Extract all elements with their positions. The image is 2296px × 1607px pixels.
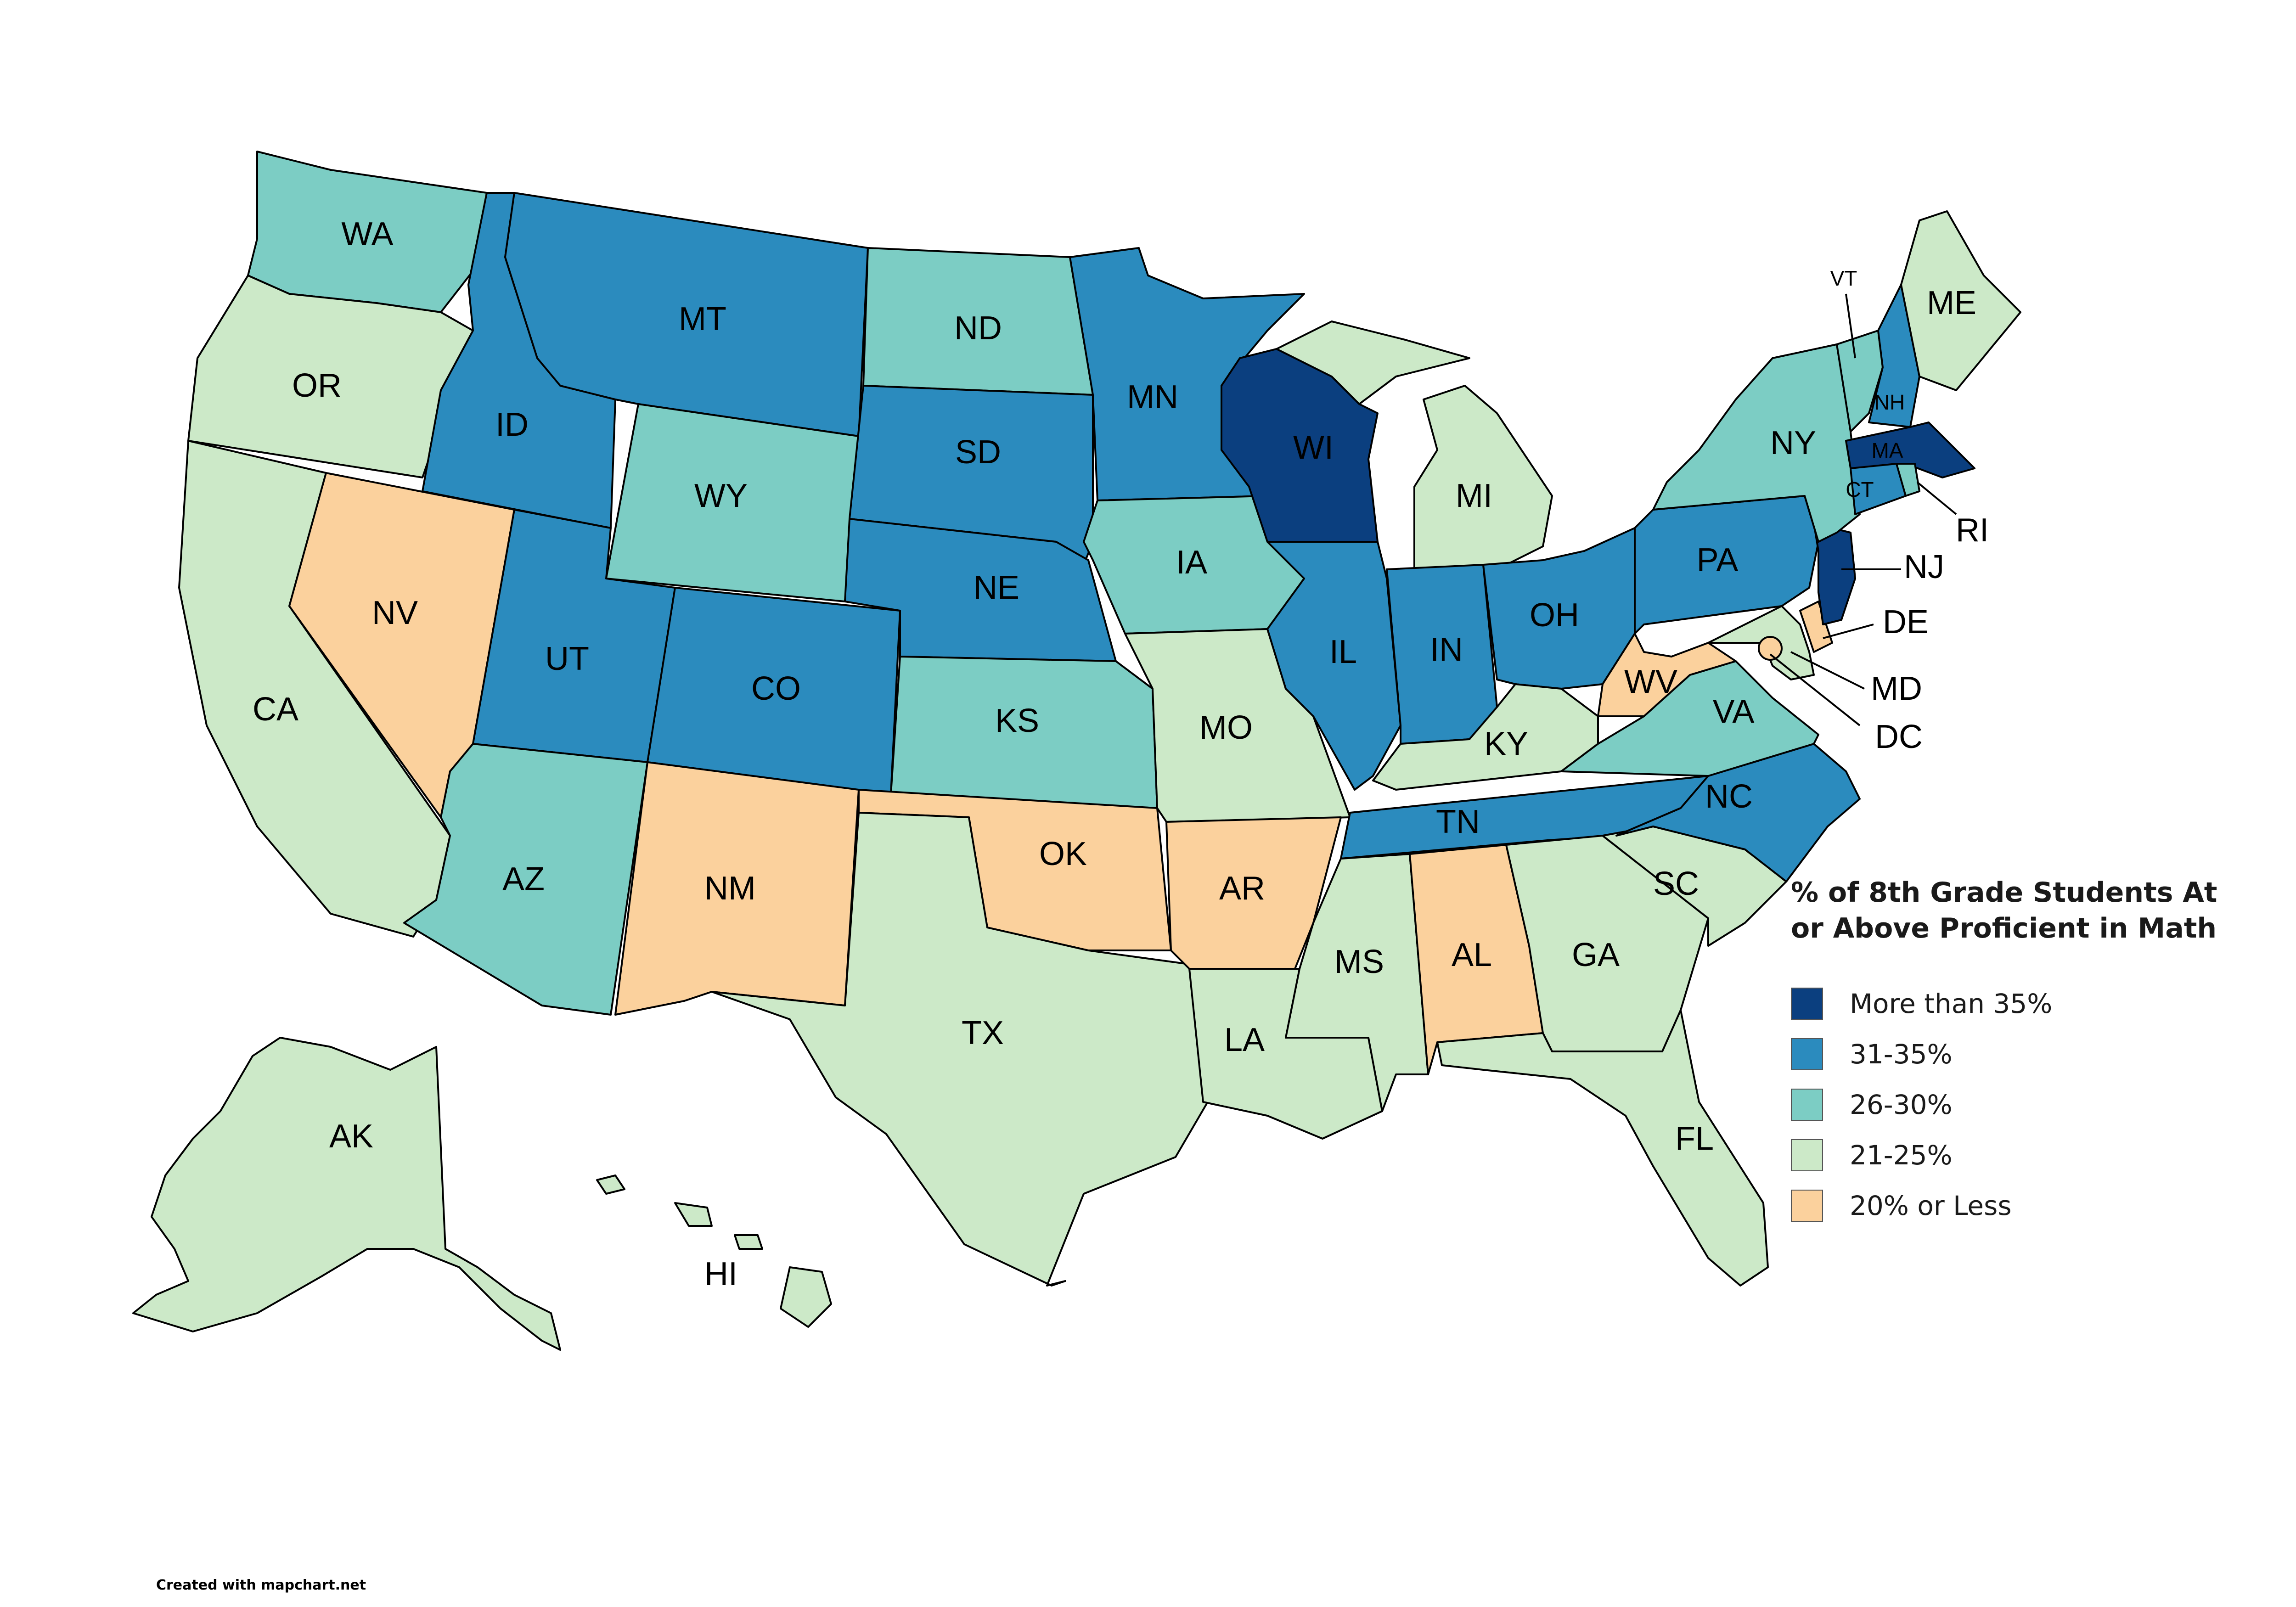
state-label-pa: PA	[1697, 542, 1739, 579]
state-label-wi: WI	[1293, 429, 1334, 466]
state-label-sd: SD	[955, 434, 1001, 471]
state-label-sc: SC	[1653, 865, 1699, 902]
state-label-ar: AR	[1219, 870, 1265, 907]
state-label-wa: WA	[341, 216, 393, 253]
state-il[interactable]	[1266, 541, 1401, 791]
state-label-nd: ND	[954, 310, 1002, 347]
state-vt[interactable]	[1836, 330, 1884, 433]
state-label-hi: HI	[704, 1256, 737, 1292]
legend-title: % of 8th Grade Students At or Above Prof…	[1791, 875, 2278, 946]
state-label-ia: IA	[1176, 544, 1207, 581]
state-label-dc: DC	[1875, 719, 1923, 755]
state-label-va: VA	[1713, 693, 1755, 730]
vt-leader-line	[1845, 293, 1856, 359]
state-az[interactable]	[403, 743, 648, 1016]
legend-swatch	[1791, 988, 1823, 1020]
state-label-fl: FL	[1675, 1120, 1714, 1157]
state-label-ky: KY	[1484, 725, 1528, 762]
state-wv[interactable]	[1597, 633, 1737, 717]
state-label-ma: MA	[1872, 438, 1903, 462]
state-label-az: AZ	[502, 861, 545, 898]
state-label-ak: AK	[329, 1118, 373, 1155]
state-label-ms: MS	[1334, 944, 1384, 980]
state-label-mt: MT	[679, 301, 726, 337]
state-label-nj: NJ	[1904, 549, 1944, 585]
state-ri[interactable]	[1896, 463, 1920, 497]
legend-label: 31-35%	[1850, 1039, 1953, 1070]
state-label-mo: MO	[1199, 709, 1253, 746]
state-va[interactable]	[1560, 660, 1819, 777]
state-hi[interactable]	[596, 1174, 832, 1328]
credit-text: Created with mapchart.net	[156, 1577, 366, 1593]
state-label-wv: WV	[1624, 663, 1677, 700]
state-wi[interactable]	[1221, 348, 1379, 543]
legend-swatch	[1791, 1139, 1823, 1171]
state-label-oh: OH	[1530, 597, 1579, 634]
legend-item-more-than-35: More than 35%	[1791, 978, 2278, 1029]
legend-label: 26-30%	[1850, 1089, 1953, 1120]
legend-label: 21-25%	[1850, 1140, 1953, 1171]
legend-item-20-or-less: 20% or Less	[1791, 1180, 2278, 1231]
state-label-ri: RI	[1956, 512, 1989, 549]
state-label-nc: NC	[1705, 778, 1753, 815]
state-dc[interactable]	[1758, 636, 1783, 661]
legend-title-line2: or Above Proficient in Math	[1791, 912, 2217, 944]
state-label-or: OR	[292, 367, 342, 404]
legend-swatch	[1791, 1089, 1823, 1121]
state-fl[interactable]	[1436, 1009, 1769, 1287]
state-nj[interactable]	[1813, 523, 1856, 625]
state-label-de: DE	[1883, 604, 1929, 641]
md-leader-line	[1790, 651, 1865, 690]
state-nc[interactable]	[1615, 743, 1861, 882]
legend-item-31-35: 31-35%	[1791, 1029, 2278, 1079]
state-label-nm: NM	[704, 870, 756, 907]
state-label-mn: MN	[1127, 379, 1178, 416]
state-label-ok: OK	[1039, 836, 1087, 872]
dc-leader-line	[1769, 653, 1861, 726]
state-mi[interactable]	[1276, 320, 1553, 570]
state-label-tx: TX	[962, 1015, 1004, 1051]
legend-item-26-30: 26-30%	[1791, 1079, 2278, 1130]
state-tx[interactable]	[711, 812, 1209, 1287]
legend-swatch	[1791, 1038, 1823, 1070]
state-label-ne: NE	[974, 569, 1019, 606]
ri-leader-line	[1916, 481, 1957, 515]
state-label-nh: NH	[1874, 390, 1905, 414]
de-leader-line	[1823, 624, 1874, 639]
state-label-il: IL	[1329, 634, 1357, 670]
state-label-in: IN	[1430, 631, 1463, 668]
state-label-ga: GA	[1572, 937, 1620, 973]
legend-label: 20% or Less	[1850, 1190, 2012, 1221]
state-me[interactable]	[1900, 210, 2021, 391]
state-label-mi: MI	[1456, 478, 1492, 514]
state-label-ut: UT	[545, 641, 589, 677]
state-ak[interactable]	[132, 1037, 561, 1351]
state-label-wy: WY	[694, 478, 748, 514]
legend-swatch	[1791, 1190, 1823, 1222]
state-label-ct: CT	[1846, 478, 1874, 501]
map-legend: % of 8th Grade Students At or Above Prof…	[1791, 875, 2278, 1231]
state-label-ks: KS	[995, 702, 1039, 739]
state-label-vt: VT	[1830, 266, 1857, 290]
state-label-la: LA	[1224, 1022, 1265, 1058]
legend-item-21-25: 21-25%	[1791, 1130, 2278, 1180]
state-mt[interactable]	[504, 192, 869, 437]
state-label-id: ID	[495, 406, 529, 443]
state-label-md: MD	[1871, 670, 1922, 707]
state-label-al: AL	[1452, 937, 1492, 973]
state-de[interactable]	[1799, 601, 1833, 653]
state-label-tn: TN	[1436, 804, 1480, 840]
state-label-ny: NY	[1770, 425, 1816, 461]
state-label-nv: NV	[372, 595, 418, 631]
legend-title-line1: % of 8th Grade Students At	[1791, 877, 2217, 909]
legend-label: More than 35%	[1850, 988, 2053, 1019]
state-label-ca: CA	[253, 691, 298, 728]
state-label-co: CO	[751, 670, 801, 707]
state-label-me: ME	[1927, 285, 1976, 321]
